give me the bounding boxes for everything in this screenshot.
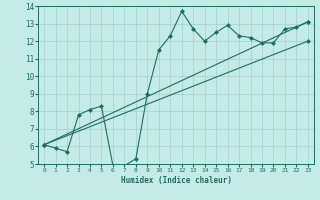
X-axis label: Humidex (Indice chaleur): Humidex (Indice chaleur): [121, 176, 231, 185]
